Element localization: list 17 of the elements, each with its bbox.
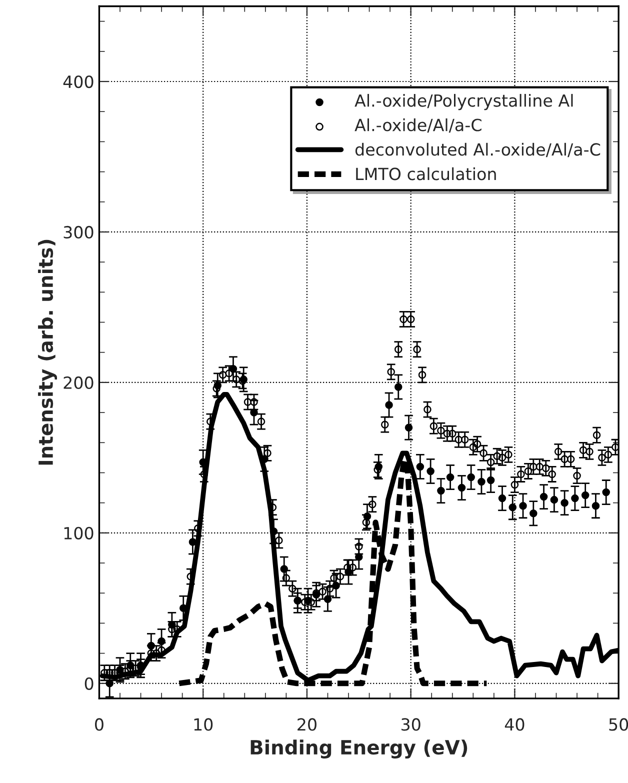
y-tick-label: 400 xyxy=(63,75,94,88)
y-axis-title: Intensity (arb. units) xyxy=(38,240,57,465)
x-tick-label: 40 xyxy=(504,718,524,731)
x-tick-label: 20 xyxy=(298,718,316,731)
y-tick-label: 0 xyxy=(84,677,94,690)
y-tick-label: 200 xyxy=(64,376,94,390)
x-axis-title: Binding Energy (eV) xyxy=(250,740,468,759)
x-tick-label: 10 xyxy=(194,718,213,731)
y-tick-label: 100 xyxy=(64,526,94,540)
legend-label: LMTO calculation xyxy=(356,167,496,180)
x-tick-label: 30 xyxy=(402,718,420,731)
x-tick-label: 50 xyxy=(609,718,628,731)
y-tick-label: 300 xyxy=(64,226,94,239)
legend-label: Al.-oxide/Al/a-C xyxy=(354,118,482,133)
x-tick-label: 0 xyxy=(95,718,104,731)
legend-label: Al.-oxide/Polycrystalline Al xyxy=(354,94,573,110)
legend-label: deconvoluted Al.-oxide/Al/a-C xyxy=(355,142,600,158)
